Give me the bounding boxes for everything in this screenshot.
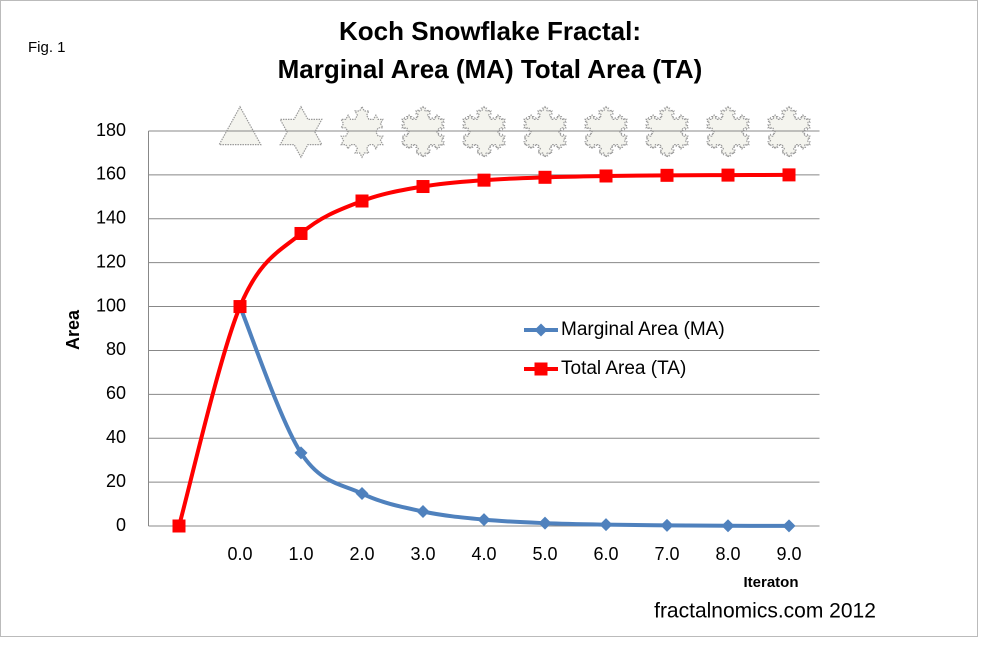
y-tick-label: 180 <box>96 120 126 140</box>
chart-title: Koch Snowflake Fractal: <box>339 16 641 46</box>
snowflake-icons <box>218 105 811 159</box>
x-axis-label: Iteraton <box>743 574 798 591</box>
marker <box>782 168 796 182</box>
marker <box>294 226 308 240</box>
marker <box>477 513 491 527</box>
x-tick-label: 6.0 <box>593 544 618 564</box>
y-tick-label: 160 <box>96 164 126 184</box>
marker <box>538 516 552 530</box>
marker <box>172 519 186 533</box>
legend-marker <box>534 362 548 376</box>
y-tick-label: 80 <box>106 339 126 359</box>
legend-label: Total Area (TA) <box>561 358 686 379</box>
marker <box>782 519 796 533</box>
x-tick-label: 2.0 <box>349 544 374 564</box>
y-tick-label: 20 <box>106 471 126 491</box>
y-tick-label: 0 <box>116 515 126 535</box>
x-tick-label: 5.0 <box>532 544 557 564</box>
marker <box>721 168 735 182</box>
marker <box>538 170 552 184</box>
snowflake-icon <box>584 105 628 159</box>
y-tick-label: 140 <box>96 208 126 228</box>
x-tick-label: 1.0 <box>288 544 313 564</box>
marker <box>477 173 491 187</box>
marker <box>294 446 308 460</box>
snowflake-icon <box>340 105 384 159</box>
snowflake-icon <box>706 105 750 159</box>
x-tick-label: 8.0 <box>715 544 740 564</box>
figure-note: Fig. 1 <box>28 39 66 56</box>
marker <box>660 168 674 182</box>
snowflake-icon <box>401 105 445 159</box>
legend-label: Marginal Area (MA) <box>561 319 725 340</box>
x-tick-label: 7.0 <box>654 544 679 564</box>
marker <box>721 519 735 533</box>
snowflake-icon <box>462 105 506 159</box>
y-tick-label: 100 <box>96 295 126 315</box>
source-note: fractalnomics.com 2012 <box>654 600 876 623</box>
marker <box>355 487 369 501</box>
chart-title: Marginal Area (MA) Total Area (TA) <box>278 54 703 84</box>
x-tick-label: 3.0 <box>410 544 435 564</box>
y-tick-label: 60 <box>106 383 126 403</box>
y-tick-label: 120 <box>96 251 126 271</box>
legend-marker <box>534 323 548 337</box>
marker <box>416 505 430 519</box>
snowflake-icon <box>218 105 262 146</box>
marker <box>599 169 613 183</box>
marker <box>355 194 369 208</box>
y-axis-label: Area <box>63 309 83 350</box>
y-tick-label: 40 <box>106 427 126 447</box>
chart-frame <box>0 0 978 637</box>
x-tick-label: 4.0 <box>471 544 496 564</box>
snowflake-icon <box>523 105 567 159</box>
marker <box>599 518 613 532</box>
x-tick-label: 0.0 <box>227 544 252 564</box>
snowflake-icon <box>645 105 689 159</box>
marker <box>416 180 430 194</box>
marker <box>660 518 674 532</box>
marker <box>233 300 247 314</box>
snowflake-icon <box>767 105 811 159</box>
x-tick-label: 9.0 <box>776 544 801 564</box>
snowflake-icon <box>279 105 323 159</box>
